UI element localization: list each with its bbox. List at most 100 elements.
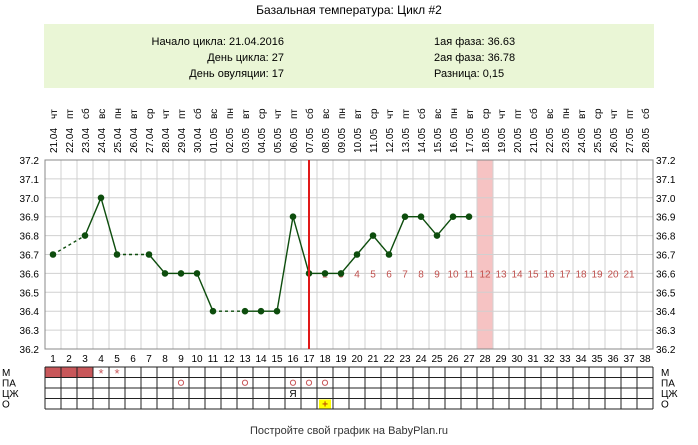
y-tick-label-left: 36.6 xyxy=(20,269,40,280)
x-day-number: 13 xyxy=(239,354,251,365)
x-day-number: 8 xyxy=(162,354,168,365)
x-date-label: 11.05 xyxy=(369,128,380,153)
phase2-day-number: 8 xyxy=(418,269,424,280)
x-date-label: 25.04 xyxy=(113,128,124,153)
table-row-label: ЦЖ xyxy=(2,389,19,400)
y-tick-label-right: 36.8 xyxy=(656,232,676,243)
temperature-line-segment xyxy=(388,216,406,255)
table-row-label: О xyxy=(2,400,10,411)
x-date-label: 30.04 xyxy=(193,128,204,153)
temperature-point xyxy=(273,307,281,315)
temperature-point xyxy=(177,270,185,277)
y-tick-label-left: 36.8 xyxy=(20,232,40,243)
y-tick-label-left: 37.0 xyxy=(20,194,40,205)
x-weekday-label: пт xyxy=(401,109,412,119)
cervical-mucus-mark: Я xyxy=(289,389,296,400)
x-date-label: 28.04 xyxy=(161,128,172,153)
y-tick-label-right: 36.7 xyxy=(656,251,676,262)
y-tick-label-left: 36.4 xyxy=(20,307,40,318)
x-weekday-label: чт xyxy=(49,109,60,119)
menstruation-asterisk: * xyxy=(114,366,119,381)
x-day-number: 34 xyxy=(575,354,587,365)
y-tick-label-left: 37.1 xyxy=(20,175,40,186)
x-weekday-label: ср xyxy=(145,108,156,119)
x-day-number: 19 xyxy=(335,354,347,365)
phase2-day-number: 15 xyxy=(527,269,539,280)
temperature-line-segment xyxy=(276,216,294,312)
x-day-number: 6 xyxy=(130,354,136,365)
x-weekday-label: ср xyxy=(481,108,492,119)
x-date-label: 27.04 xyxy=(145,128,156,153)
table-row-label-right: ПА xyxy=(661,379,675,390)
x-date-label: 28.05 xyxy=(641,128,652,153)
temperature-point xyxy=(289,213,297,220)
phase2-day-number: 10 xyxy=(447,269,459,280)
pa-circle xyxy=(305,379,313,386)
temperature-line-segment xyxy=(436,216,454,237)
y-tick-label-right: 36.5 xyxy=(656,288,676,299)
ovulation-plus: + xyxy=(322,400,328,411)
temperature-point xyxy=(369,232,377,239)
x-weekday-label: сб xyxy=(192,108,204,119)
y-tick-label-left: 36.9 xyxy=(20,213,40,224)
x-date-label: 13.05 xyxy=(401,128,412,153)
x-date-label: 07.05 xyxy=(305,128,316,153)
temperature-line-segment xyxy=(420,216,438,237)
y-tick-label-left: 36.7 xyxy=(20,251,40,262)
footer-link[interactable]: Постройте свой график на BabyPlan.ru xyxy=(249,425,449,437)
x-weekday-label: вс xyxy=(97,109,108,119)
ovulation-day-label: День овуляции: 17 xyxy=(189,68,284,80)
phase2-day-number: 13 xyxy=(495,269,507,280)
temperature-line-segment xyxy=(84,197,102,236)
x-day-number: 29 xyxy=(495,354,507,365)
x-day-number: 16 xyxy=(287,354,299,365)
x-day-number: 7 xyxy=(146,354,152,365)
x-weekday-label: пт xyxy=(177,109,188,119)
y-tick-label-right: 37.0 xyxy=(656,194,676,205)
menstruation-cell xyxy=(61,367,77,378)
x-day-number: 12 xyxy=(223,354,235,365)
y-tick-label-right: 37.1 xyxy=(656,175,676,186)
y-tick-label-left: 36.2 xyxy=(20,345,40,356)
x-day-number: 11 xyxy=(208,354,219,365)
y-tick-label-left: 36.5 xyxy=(20,288,40,299)
x-weekday-label: вс xyxy=(209,109,220,119)
temperature-point xyxy=(353,251,361,258)
x-day-number: 3 xyxy=(82,354,88,365)
temperature-chart: 36.2 36.2 36.3 36.3 36.4 36.4 36.5 36.5 36.6 36.6… xyxy=(2,108,678,411)
x-day-number: 27 xyxy=(463,354,475,365)
pa-circle xyxy=(289,379,297,386)
x-day-number: 10 xyxy=(191,354,203,365)
x-date-label: 17.05 xyxy=(465,128,476,153)
x-weekday-label: ср xyxy=(369,108,380,119)
x-date-label: 12.05 xyxy=(385,128,396,153)
x-date-label: 19.05 xyxy=(497,128,508,153)
phase2-day-number: 21 xyxy=(623,269,635,280)
x-day-number: 4 xyxy=(98,354,104,365)
x-weekday-label: сб xyxy=(416,108,428,119)
x-weekday-label: чт xyxy=(273,109,284,119)
x-date-label: 01.05 xyxy=(209,128,220,153)
x-weekday-label: пт xyxy=(289,109,300,119)
pa-circle xyxy=(177,379,185,386)
x-date-label: 27.05 xyxy=(625,128,636,153)
x-date-label: 03.05 xyxy=(241,128,252,153)
y-tick-label-right: 37.2 xyxy=(656,156,676,167)
x-date-label: 02.05 xyxy=(225,128,236,153)
temperature-point xyxy=(257,307,265,315)
x-weekday-label: пн xyxy=(225,108,236,119)
x-weekday-label: пн xyxy=(113,108,124,119)
x-weekday-label: ср xyxy=(257,108,268,119)
temperature-point xyxy=(161,270,169,277)
cycle-day-label: День цикла: 27 xyxy=(207,52,284,64)
x-weekday-label: пт xyxy=(625,109,636,119)
table-row-label-right: ЦЖ xyxy=(661,389,678,400)
x-weekday-label: вт xyxy=(241,109,252,119)
x-day-number: 37 xyxy=(623,354,635,365)
phase2-day-number: 7 xyxy=(402,269,408,280)
x-date-label: 16.05 xyxy=(449,128,460,153)
x-date-label: 22.04 xyxy=(65,128,76,153)
temperature-line-segment xyxy=(196,273,214,312)
x-date-label: 21.05 xyxy=(529,128,540,153)
phase2-day-number: 20 xyxy=(607,269,619,280)
